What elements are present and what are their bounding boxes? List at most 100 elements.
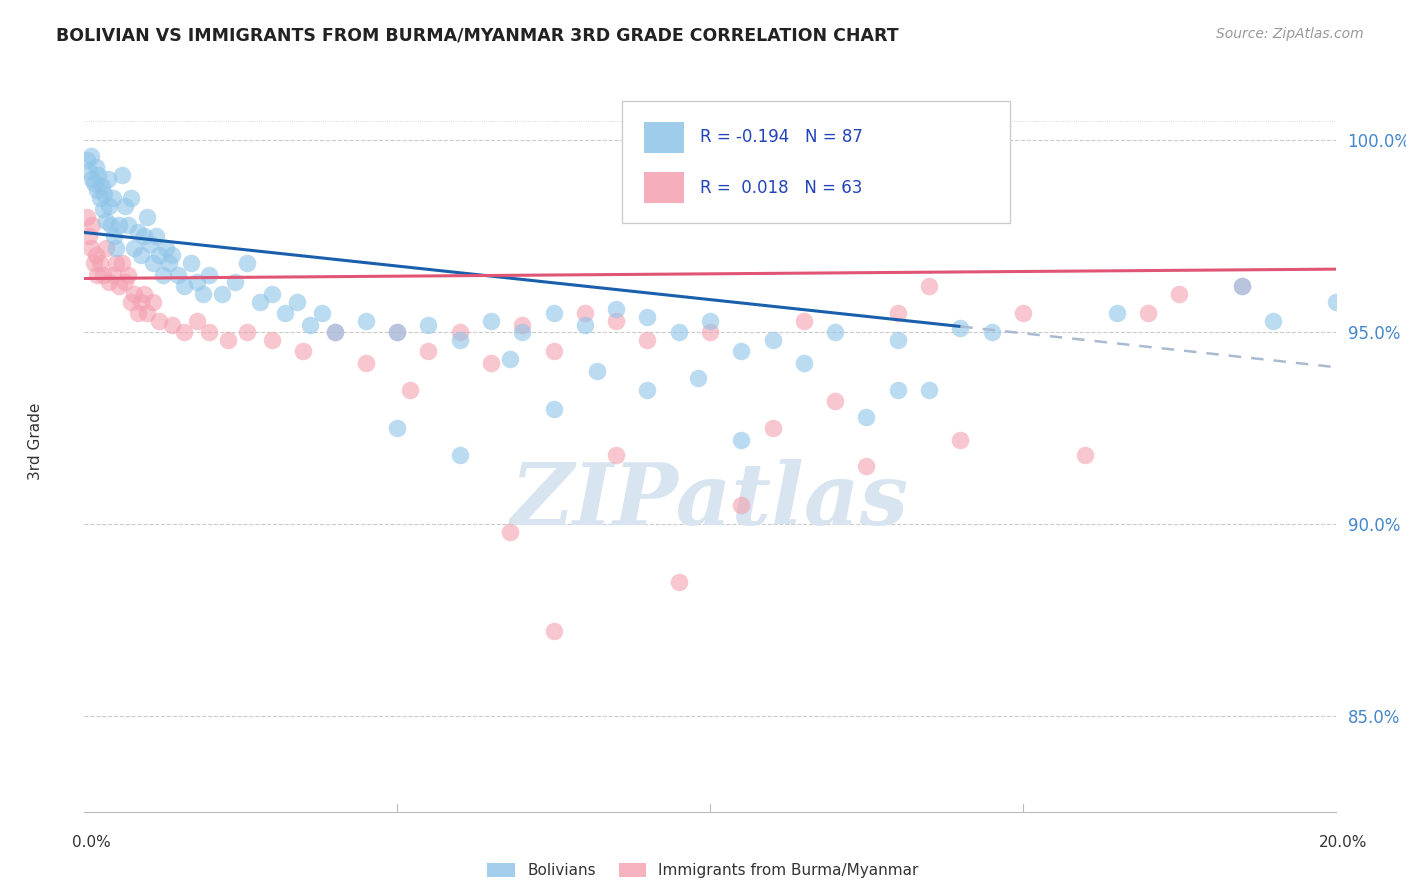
Point [1136,306,1159,320]
Point [79,241,101,255]
Point [167,268,190,282]
Point [918,383,941,397]
Point [93,187,115,202]
Point [136,210,159,224]
Point [211,286,233,301]
Point [730,433,752,447]
Point [160,248,183,262]
Point [120,294,142,309]
Point [83,256,105,270]
Point [111,168,134,182]
Point [418,318,440,332]
Point [887,333,910,347]
Point [98,276,121,290]
Point [637,333,659,347]
Point [80,171,103,186]
Point [117,268,139,282]
Point [855,409,877,424]
Point [186,276,208,290]
Point [949,433,972,447]
Point [949,321,972,335]
Point [114,199,136,213]
Point [180,256,202,270]
Point [76,210,98,224]
Point [87,168,110,182]
Point [86,183,108,197]
Point [543,344,565,359]
Text: 20.0%: 20.0% [1319,836,1367,850]
Point [574,306,596,320]
Point [449,325,471,339]
Point [479,356,502,370]
Point [236,325,259,339]
Point [155,241,177,255]
Text: R = -0.194   N = 87: R = -0.194 N = 87 [700,128,863,146]
Point [824,394,846,409]
Point [124,286,146,301]
Point [449,333,471,347]
Point [145,229,167,244]
Point [104,241,127,255]
Point [512,318,534,332]
Point [637,310,659,324]
Point [193,286,215,301]
Point [142,256,165,270]
Point [96,241,118,255]
Point [418,344,440,359]
Point [354,356,377,370]
Point [217,333,239,347]
Point [139,237,162,252]
Point [385,325,409,339]
Point [699,325,721,339]
Point [1105,306,1128,320]
Point [91,268,114,282]
Point [173,325,195,339]
Point [918,279,941,293]
Point [160,318,183,332]
Point [97,171,120,186]
Point [637,383,659,397]
Point [668,325,690,339]
Point [173,279,195,293]
Point [285,294,308,309]
Point [132,229,155,244]
Point [855,459,877,474]
Point [107,279,129,293]
Point [236,256,259,270]
Point [354,314,377,328]
Point [76,153,98,167]
Point [980,325,1002,339]
Point [127,306,149,320]
Point [543,306,565,320]
Point [117,218,139,232]
Point [224,276,246,290]
Point [186,314,208,328]
Point [148,314,170,328]
Point [449,448,471,462]
Point [292,344,315,359]
Point [298,318,321,332]
Point [129,248,152,262]
Point [574,318,596,332]
Text: BOLIVIAN VS IMMIGRANTS FROM BURMA/MYANMAR 3RD GRADE CORRELATION CHART: BOLIVIAN VS IMMIGRANTS FROM BURMA/MYANMA… [56,27,898,45]
Point [114,276,136,290]
Point [262,286,284,301]
Point [136,306,159,320]
Point [120,191,142,205]
Point [1230,279,1253,293]
Point [90,179,112,194]
Point [79,149,101,163]
Point [668,574,690,589]
FancyBboxPatch shape [644,172,683,203]
Point [124,241,146,255]
Point [198,268,221,282]
Point [86,268,108,282]
Point [96,214,118,228]
Point [142,294,165,309]
Point [262,333,284,347]
Point [605,448,627,462]
Point [887,383,910,397]
Point [730,498,752,512]
Point [1168,286,1191,301]
Point [79,164,101,178]
